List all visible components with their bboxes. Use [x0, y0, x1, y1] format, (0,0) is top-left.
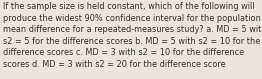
Text: If the sample size is held constant, which of the following will
produce the wid: If the sample size is held constant, whi…: [3, 2, 262, 69]
